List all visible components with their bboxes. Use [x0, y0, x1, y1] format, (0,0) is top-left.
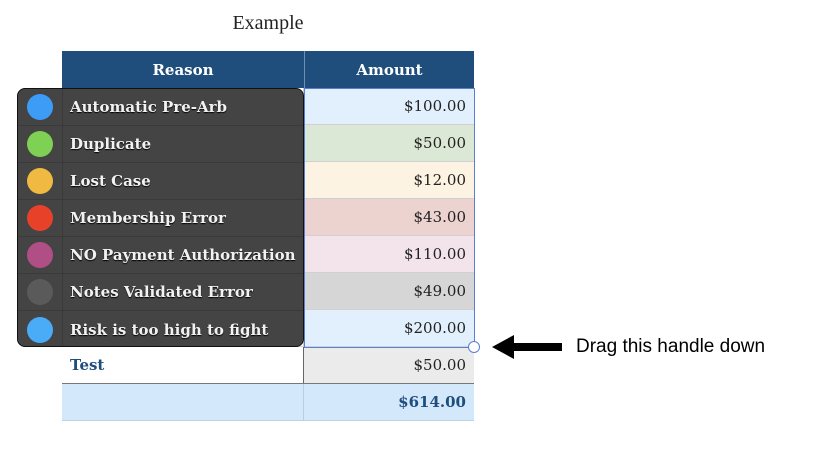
table-row: Test $50.00: [62, 347, 474, 384]
amount-cell[interactable]: $50.00: [304, 125, 474, 161]
popup-item[interactable]: Duplicate: [18, 126, 303, 163]
table-row: $110.00: [62, 236, 474, 273]
popup-item[interactable]: Notes Validated Error: [18, 274, 303, 311]
color-dot-icon: [27, 242, 53, 268]
popup-item-label: Automatic Pre-Arb: [70, 98, 228, 116]
total-amount[interactable]: $614.00: [398, 393, 466, 411]
color-dot-icon: [27, 168, 53, 194]
amount-cell[interactable]: $200.00: [304, 310, 474, 346]
amount-cell[interactable]: $110.00: [304, 236, 474, 272]
reason-cell[interactable]: Test: [62, 347, 304, 383]
popup-item-label: Membership Error: [70, 209, 226, 227]
color-swatch-cell: [18, 163, 63, 199]
header-amount[interactable]: Amount: [356, 60, 423, 79]
popup-item-label: Risk is too high to fight: [70, 320, 269, 339]
color-dot-icon: [27, 205, 53, 231]
color-dot-icon: [27, 279, 53, 305]
table-row: $100.00: [62, 88, 474, 125]
color-dot-icon: [27, 316, 53, 343]
amount-cell[interactable]: $100.00: [304, 88, 474, 124]
popup-item-label: NO Payment Authorization: [70, 246, 296, 264]
table-header: Reason Amount: [62, 51, 474, 88]
category-popup: Automatic Pre-Arb Duplicate Lost Case Membe…: [17, 88, 304, 347]
popup-item[interactable]: NO Payment Authorization: [18, 237, 303, 274]
arrow-left-icon: [492, 335, 562, 359]
amount-cell[interactable]: $49.00: [304, 273, 474, 309]
header-reason[interactable]: Reason: [62, 51, 305, 88]
selection-resize-handle[interactable]: [468, 341, 480, 353]
total-row: $614.00: [62, 384, 474, 421]
color-swatch-cell: [18, 200, 63, 236]
popup-item[interactable]: Automatic Pre-Arb: [18, 89, 303, 126]
amount-cell[interactable]: $43.00: [304, 199, 474, 235]
popup-item-label: Lost Case: [70, 172, 151, 190]
amount-cell[interactable]: $12.00: [304, 162, 474, 198]
total-label-cell[interactable]: [62, 384, 304, 420]
color-swatch-cell: [18, 274, 63, 310]
popup-item[interactable]: Membership Error: [18, 200, 303, 237]
popup-item-label: Duplicate: [70, 135, 152, 153]
color-dot-icon: [27, 94, 53, 120]
color-swatch-cell: [18, 89, 63, 125]
color-dot-icon: [27, 131, 53, 157]
popup-item[interactable]: Risk is too high to fight: [18, 311, 303, 346]
instruction-note: Drag this handle down: [576, 336, 766, 357]
color-swatch-cell: [18, 126, 63, 162]
popup-item[interactable]: Lost Case: [18, 163, 303, 200]
amount-cell[interactable]: $50.00: [304, 347, 474, 383]
popup-item-label: Notes Validated Error: [70, 283, 253, 301]
table-title: Example: [232, 12, 304, 34]
color-swatch-cell: [18, 237, 63, 273]
color-swatch-cell: [18, 311, 63, 346]
